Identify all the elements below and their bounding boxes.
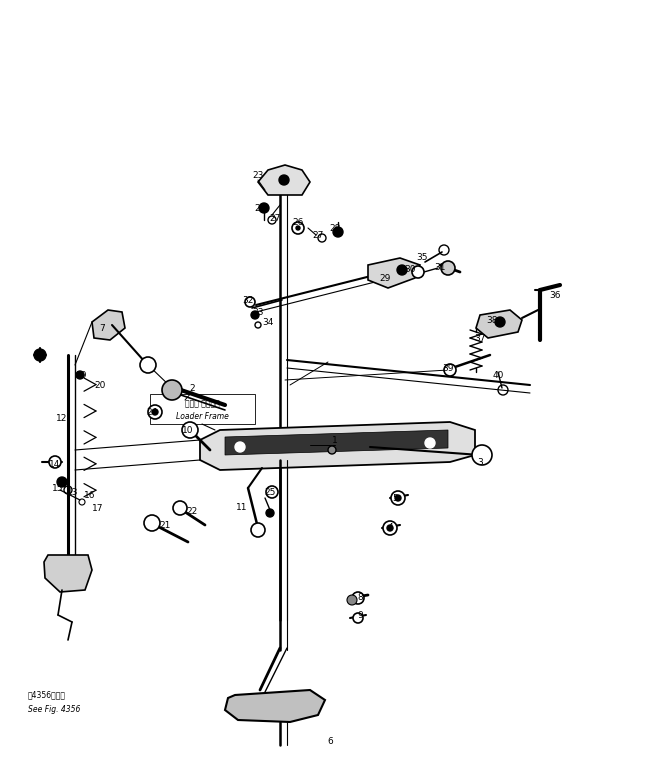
Text: 16: 16: [84, 491, 96, 499]
Circle shape: [495, 317, 505, 327]
Text: 3: 3: [477, 458, 483, 466]
Polygon shape: [200, 422, 475, 470]
Text: 34: 34: [262, 318, 273, 326]
Text: 25: 25: [264, 488, 275, 496]
Polygon shape: [92, 310, 125, 340]
Polygon shape: [476, 310, 522, 338]
Circle shape: [235, 442, 245, 452]
Text: 29: 29: [379, 274, 391, 282]
Circle shape: [328, 446, 336, 454]
Text: 図4356図参照: 図4356図参照: [28, 691, 66, 699]
Circle shape: [444, 364, 456, 376]
Text: 26: 26: [293, 217, 304, 227]
Text: 30: 30: [404, 266, 416, 274]
Text: 39: 39: [442, 364, 453, 372]
Circle shape: [472, 445, 492, 465]
Circle shape: [259, 203, 269, 213]
Text: 23: 23: [252, 170, 263, 180]
Text: 37: 37: [474, 333, 486, 343]
Text: 20: 20: [94, 380, 106, 390]
Text: 2: 2: [189, 383, 195, 393]
Circle shape: [441, 261, 455, 275]
Text: 6: 6: [327, 738, 333, 746]
Circle shape: [245, 297, 255, 307]
Circle shape: [412, 266, 424, 278]
Polygon shape: [258, 165, 310, 195]
Circle shape: [397, 265, 407, 275]
Text: 13: 13: [68, 488, 79, 496]
Text: 11: 11: [236, 503, 248, 511]
Circle shape: [266, 486, 278, 498]
Text: 19: 19: [76, 371, 88, 379]
Circle shape: [425, 438, 435, 448]
Text: 21: 21: [160, 521, 171, 529]
Circle shape: [251, 523, 265, 537]
Text: 9: 9: [357, 611, 363, 619]
Text: 24: 24: [146, 408, 158, 416]
Circle shape: [34, 349, 46, 361]
Text: 32: 32: [242, 296, 254, 304]
Circle shape: [347, 595, 357, 605]
Circle shape: [353, 613, 363, 623]
Polygon shape: [225, 690, 325, 722]
Text: 40: 40: [493, 371, 504, 379]
Text: ローダ フレーム: ローダ フレーム: [185, 400, 219, 408]
Circle shape: [395, 495, 401, 501]
Text: 1: 1: [332, 435, 338, 445]
Text: 33: 33: [252, 307, 263, 317]
Circle shape: [383, 521, 397, 535]
Circle shape: [296, 226, 300, 230]
Text: 36: 36: [549, 291, 561, 299]
Circle shape: [387, 525, 393, 531]
Text: 12: 12: [56, 413, 68, 423]
Circle shape: [266, 509, 274, 517]
Text: 22: 22: [187, 507, 198, 517]
Text: 38: 38: [487, 315, 498, 325]
Circle shape: [76, 371, 84, 379]
Circle shape: [333, 227, 343, 237]
Circle shape: [162, 380, 182, 400]
Text: 14: 14: [49, 459, 61, 469]
Text: 8: 8: [357, 593, 363, 601]
Circle shape: [57, 477, 67, 487]
Text: 18: 18: [34, 350, 46, 360]
Circle shape: [173, 501, 187, 515]
Text: 28: 28: [254, 204, 265, 212]
Circle shape: [182, 422, 198, 438]
Text: 5: 5: [392, 493, 398, 503]
Circle shape: [140, 357, 156, 373]
Circle shape: [148, 405, 162, 419]
Text: 28: 28: [329, 223, 341, 233]
Text: 7: 7: [99, 324, 105, 332]
Text: 17: 17: [92, 503, 104, 513]
Circle shape: [144, 515, 160, 531]
Text: 27: 27: [269, 213, 281, 223]
Polygon shape: [44, 555, 92, 592]
Circle shape: [352, 592, 364, 604]
Text: 35: 35: [416, 253, 428, 263]
Text: 31: 31: [434, 263, 446, 273]
Text: Loader Frame: Loader Frame: [175, 412, 228, 420]
Circle shape: [152, 409, 158, 415]
Circle shape: [251, 311, 259, 319]
Circle shape: [279, 175, 289, 185]
Text: 10: 10: [182, 426, 194, 434]
Text: 4: 4: [387, 524, 393, 532]
Polygon shape: [225, 430, 448, 455]
Circle shape: [391, 491, 405, 505]
Bar: [150, 394, 255, 424]
Polygon shape: [368, 258, 420, 288]
Text: 15: 15: [52, 484, 64, 492]
Text: See Fig. 4356: See Fig. 4356: [28, 706, 80, 714]
Circle shape: [49, 456, 61, 468]
Text: 27: 27: [312, 230, 324, 239]
